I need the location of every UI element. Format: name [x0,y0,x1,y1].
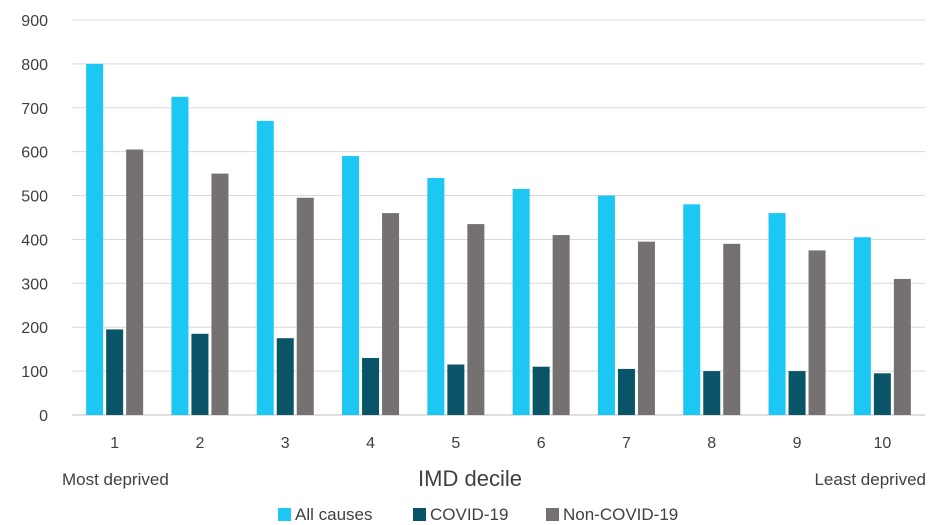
bar-non-covid-19-10 [893,278,911,415]
x-tick-label: 7 [622,435,631,452]
bar-all-causes-6 [512,188,530,415]
x-tick-label: 10 [873,435,891,452]
bar-all-causes-5 [427,178,445,415]
bar-all-causes-10 [853,237,871,415]
bar-covid-19-3 [276,338,294,415]
bar-covid-19-2 [191,333,209,415]
bar-non-covid-19-2 [211,173,229,415]
x-tick-label: 3 [281,435,290,452]
x-axis-title: IMD decile [418,466,522,491]
bar-all-causes-7 [597,195,615,415]
bar-covid-19-1 [106,329,124,415]
legend-swatch [413,508,426,521]
bar-covid-19-10 [873,373,891,415]
annotation-most-deprived: Most deprived [62,470,169,489]
y-tick-label: 400 [21,232,48,249]
x-axis-ticks: 1 2 3 4 5 6 7 8 9 10 [110,435,891,452]
bar-covid-19-4 [362,357,380,415]
bar-all-causes-8 [683,204,701,415]
x-tick-label: 1 [110,435,119,452]
x-tick-label: 5 [451,435,460,452]
y-axis-ticks: 0 100 200 300 400 500 600 700 800 900 [21,13,48,425]
y-tick-label: 0 [39,408,48,425]
y-tick-label: 200 [21,320,48,337]
legend-swatch [278,508,291,521]
bar-non-covid-19-5 [467,224,485,415]
bar-all-causes-9 [768,213,786,415]
bar-all-causes-4 [342,156,360,416]
y-tick-label: 100 [21,364,48,381]
x-tick-label: 2 [195,435,204,452]
legend: All causes COVID-19 Non-COVID-19 [278,505,678,524]
bar-all-causes-2 [171,96,189,416]
y-tick-label: 600 [21,145,48,162]
legend-label: Non-COVID-19 [563,505,678,524]
bar-all-causes-1 [86,63,104,416]
legend-label: COVID-19 [430,505,508,524]
x-tick-label: 9 [793,435,802,452]
bar-covid-19-7 [617,368,635,415]
legend-swatch [546,508,559,521]
legend-label: All causes [295,505,372,524]
bar-non-covid-19-9 [808,250,826,415]
bar-non-covid-19-1 [126,149,144,415]
y-tick-label: 800 [21,57,48,74]
bar-non-covid-19-6 [552,235,570,415]
bar-non-covid-19-4 [382,213,400,415]
x-tick-label: 6 [537,435,546,452]
x-tick-label: 8 [707,435,716,452]
bar-covid-19-5 [447,364,465,415]
bar-all-causes-3 [256,120,274,415]
bar-covid-19-8 [703,371,721,415]
x-tick-label: 4 [366,435,375,452]
y-tick-label: 500 [21,189,48,206]
y-tick-label: 300 [21,276,48,293]
bar-non-covid-19-7 [637,241,655,415]
bar-non-covid-19-3 [296,197,314,415]
bar-non-covid-19-8 [723,243,741,415]
annotation-least-deprived: Least deprived [814,470,926,489]
y-tick-label: 900 [21,13,48,30]
bar-covid-19-6 [532,366,550,415]
bar-covid-19-9 [788,371,806,415]
y-tick-label: 700 [21,101,48,118]
bars [86,63,911,416]
